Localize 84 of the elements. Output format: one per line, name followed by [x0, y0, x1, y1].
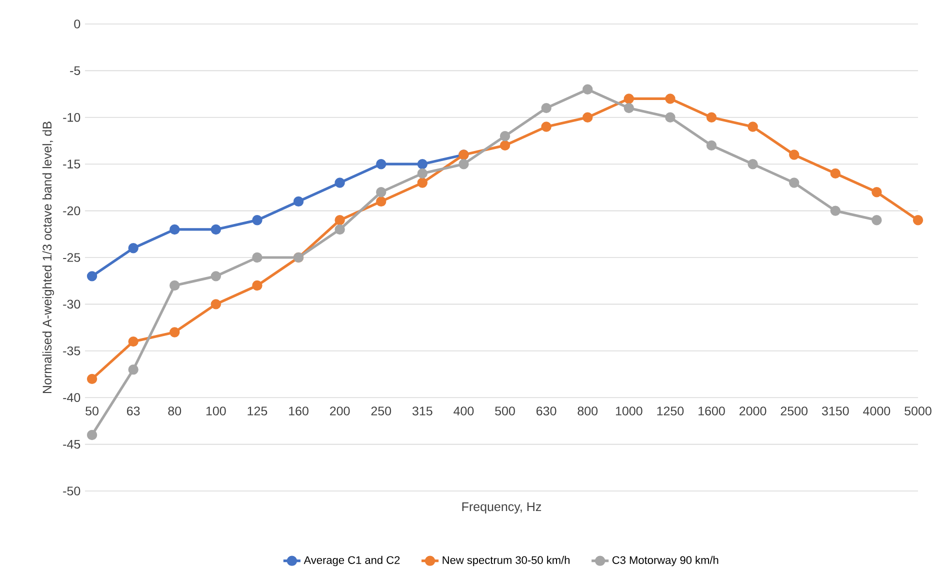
- legend-label: New spectrum 30-50 km/h: [442, 556, 570, 566]
- y-tick-label: -20: [63, 206, 80, 216]
- point: [541, 122, 552, 132]
- legend-label: Average C1 and C2: [304, 556, 400, 566]
- point: [748, 122, 758, 132]
- x-tick-label: 5000: [904, 406, 932, 416]
- x-axis-title: Frequency, Hz: [462, 502, 542, 514]
- point: [334, 178, 345, 188]
- point: [912, 215, 924, 226]
- point: [210, 299, 222, 310]
- point: [500, 140, 510, 151]
- point: [789, 150, 800, 160]
- x-tick-label: 1600: [698, 406, 725, 416]
- x-tick-label: 630: [536, 406, 556, 416]
- point: [582, 84, 593, 94]
- y-tick-label: -25: [63, 253, 80, 262]
- y-tick-label: -40: [63, 393, 80, 402]
- point: [170, 327, 180, 338]
- point: [128, 336, 138, 347]
- point: [376, 159, 386, 170]
- y-tick-label: -5: [70, 66, 80, 76]
- point: [170, 280, 180, 291]
- point: [86, 430, 98, 440]
- point: [170, 224, 180, 235]
- point: [665, 94, 676, 104]
- x-tick-label: 50: [86, 406, 98, 416]
- x-tick-label: 800: [578, 406, 598, 416]
- y-tick-label: -35: [63, 346, 80, 356]
- x-tick-label: 2000: [740, 406, 766, 416]
- x-tick-label: 160: [289, 406, 308, 416]
- y-tick-label: -50: [63, 486, 80, 496]
- y-tick-label: -45: [63, 440, 80, 449]
- point: [665, 112, 676, 122]
- point: [417, 168, 428, 179]
- point: [830, 168, 841, 179]
- x-tick-label: 1250: [657, 406, 684, 416]
- x-tick-label: 315: [412, 406, 432, 416]
- point: [582, 112, 593, 122]
- point: [706, 140, 717, 151]
- x-tick-label: 400: [454, 406, 474, 416]
- point: [541, 102, 552, 114]
- x-tick-label: 3150: [822, 406, 849, 416]
- y-axis-title: Normalised A-weighted 1/3 octave band level, dB: [42, 122, 54, 394]
- point: [500, 130, 510, 142]
- x-tick-label: 100: [206, 406, 226, 416]
- x-tick-label: 2500: [780, 406, 808, 416]
- point: [252, 280, 262, 291]
- point: [293, 196, 304, 207]
- point: [830, 206, 841, 216]
- point: [128, 364, 138, 375]
- x-tick-label: 4000: [863, 406, 890, 416]
- x-tick-label: 500: [495, 406, 515, 416]
- x-tick-label: 80: [168, 406, 182, 416]
- x-tick-label: 250: [371, 406, 392, 416]
- point: [872, 215, 882, 226]
- point: [624, 102, 634, 114]
- x-tick-label: 63: [126, 406, 140, 416]
- y-tick-label: -30: [63, 300, 80, 309]
- point: [210, 271, 222, 282]
- point: [86, 271, 98, 282]
- point: [624, 94, 634, 104]
- point: [789, 178, 800, 188]
- point: [210, 224, 222, 235]
- point: [376, 187, 386, 198]
- x-tick-label: 200: [330, 406, 350, 416]
- point: [334, 215, 345, 226]
- point: [252, 215, 262, 226]
- y-tick-label: -15: [63, 160, 80, 168]
- point: [872, 187, 882, 198]
- x-tick-label: 1000: [616, 406, 642, 416]
- point: [417, 159, 428, 170]
- y-tick-label: 0: [74, 20, 80, 28]
- point: [128, 243, 138, 254]
- point: [252, 252, 262, 263]
- point: [458, 159, 469, 170]
- y-tick-label: -10: [63, 112, 80, 122]
- point: [706, 112, 717, 122]
- point: [417, 178, 428, 188]
- x-tick-label: 125: [248, 406, 268, 416]
- point: [748, 159, 758, 170]
- point: [376, 196, 386, 207]
- point: [334, 224, 345, 235]
- legend-label: C3 Motorway 90 km/h: [612, 556, 718, 566]
- point: [86, 374, 98, 384]
